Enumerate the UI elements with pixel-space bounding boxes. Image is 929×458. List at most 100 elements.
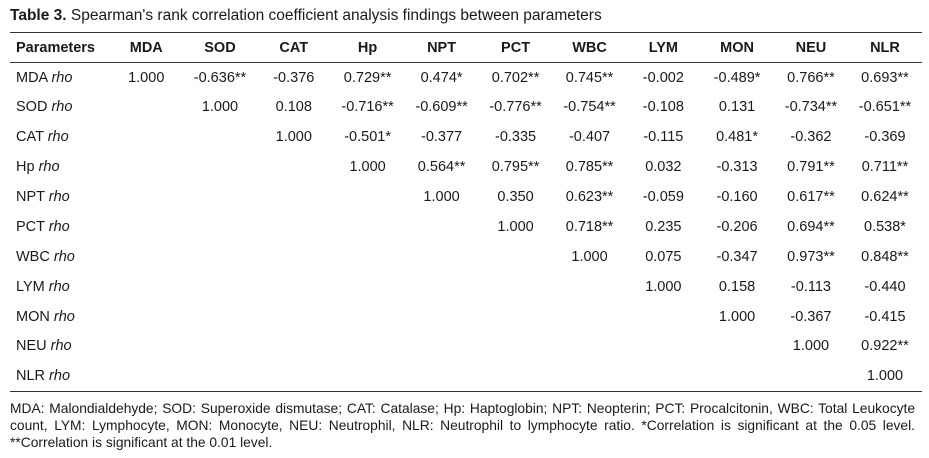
table-cell: -0.160 [716,189,758,205]
row-label-rho: rho [48,218,70,235]
table-cell [627,302,701,332]
table-cell: 1.000 [128,69,165,86]
table-cell: 0.235 [645,218,682,235]
table-cell: -0.636** [193,69,247,86]
table-cell: 1.000 [571,248,608,265]
table-cell: 0.922** [861,338,909,355]
table-cell: -0.367 [790,308,832,325]
column-header-pct: PCT [478,32,553,63]
table-cell [110,182,183,212]
row-label-rho: rho [49,368,71,385]
table-cell: 0.848** [861,248,909,265]
row-label-rho: rho [48,278,70,295]
table-cell: -0.347 [716,248,758,265]
table-cell [110,92,183,122]
table-cell: 1.000 [201,99,239,116]
column-header-neu: NEU [773,32,848,63]
table-cell: 0.075 [645,248,682,265]
table-cell: -0.501* [344,129,391,146]
column-header-mon: MON [700,32,774,63]
table-cell: 0.694** [787,218,835,235]
table-cell [700,332,774,362]
column-header-sod: SOD [182,32,257,63]
table-cell: -0.335 [494,129,537,146]
row-label-name: CAT [16,129,44,146]
table-cell [110,242,183,272]
table-row: MON rho 1.000 -0.367 -0.415 [10,302,922,332]
row-label-name: NEU [16,338,47,355]
column-header-wbc: WBC [552,32,627,63]
table-row: PCT rho 1.000 0.718** 0.235 -0.206 0.694** 0.5… [10,212,922,242]
table-cell: 0.791** [787,159,835,176]
row-label-name: NLR [16,368,46,385]
row-label: SOD rho [10,92,110,122]
table-cell: 0.624** [861,189,909,205]
table-cell: -0.651** [858,99,912,116]
table-cell [773,361,848,392]
table-cell [553,272,627,302]
table-cell: 0.481* [716,129,759,146]
table-cell [479,302,553,332]
row-label-name: SOD [16,99,48,116]
table-caption: Table 3. Spearman's rank correlation coe… [10,7,602,25]
correlation-table: Parameters MDA SOD CAT Hp NPT PCT WBC LYM MON NEU N… [10,32,922,392]
table-cell [330,361,405,392]
row-label: LYM rho [10,272,110,302]
row-label-name: MON [16,308,50,325]
table-cell: 0.131 [718,99,756,116]
table-cell [110,302,183,332]
table-cell [479,332,553,362]
table-cell [110,272,183,302]
row-label: PCT rho [10,212,110,242]
table-cell: 0.766** [787,69,835,86]
row-label: Hp rho [10,152,110,182]
table-cell: 0.795** [491,159,540,176]
table-cell: -0.376 [273,69,315,86]
table-cell: 1.000 [847,361,922,392]
table-cell: 0.538* [864,218,906,235]
table-cell: -0.377 [421,129,463,146]
table-cell: -0.415 [864,308,906,325]
table-cell [257,272,331,302]
table-header-row: Parameters MDA SOD CAT Hp NPT PCT WBC LYM MON NEU N… [10,32,922,63]
row-label-rho: rho [51,99,73,116]
row-label: NPT rho [10,182,110,212]
row-label-rho: rho [50,338,72,355]
table-cell [331,182,405,212]
row-label-rho: rho [47,129,69,146]
row-label-rho: rho [48,189,70,205]
table-cell: -0.716** [341,99,394,116]
row-label: NLR rho [10,361,110,392]
table-cell: -0.407 [568,129,611,146]
table-row: MDA rho 1.000 -0.636** -0.376 0.729** 0.474* 0… [10,63,922,93]
table-cell [331,302,405,332]
table-cell: 1.000 [349,159,386,176]
table-cell: 0.623** [565,189,614,205]
table-cell [627,332,701,362]
table-row: LYM rho 1.000 0.158 -0.113 -0.440 [10,272,922,302]
row-label: MDA rho [10,63,110,93]
table-row: CAT rho 1.000 -0.501* -0.377 -0.335 -0.407 -0.… [10,122,922,152]
table-cell: -0.754** [563,99,616,116]
table-cell [331,272,405,302]
table-cell [404,361,479,392]
table-cell: 0.693** [861,69,909,86]
table-cell: 1.000 [645,278,682,295]
table-cell [183,182,257,212]
table-cell: 1.000 [718,308,756,325]
table-cell: -0.059 [642,189,684,205]
row-label: WBC rho [10,242,110,272]
table-cell [110,152,183,182]
table-cell [257,302,331,332]
table-cell: -0.489* [713,69,761,86]
table-cell [700,361,774,392]
table-cell: -0.115 [643,129,684,146]
table-cell [183,272,257,302]
table-cell: -0.440 [864,278,906,295]
table-cell: 0.108 [275,99,312,116]
table-caption-text: Spearman's rank correlation coefficient … [66,7,602,24]
row-label-name: WBC [16,248,50,265]
row-label: CAT rho [10,122,110,152]
table-footnote: MDA: Malondialdehyde; SOD: Superoxide di… [10,401,915,450]
table-cell [331,332,405,362]
